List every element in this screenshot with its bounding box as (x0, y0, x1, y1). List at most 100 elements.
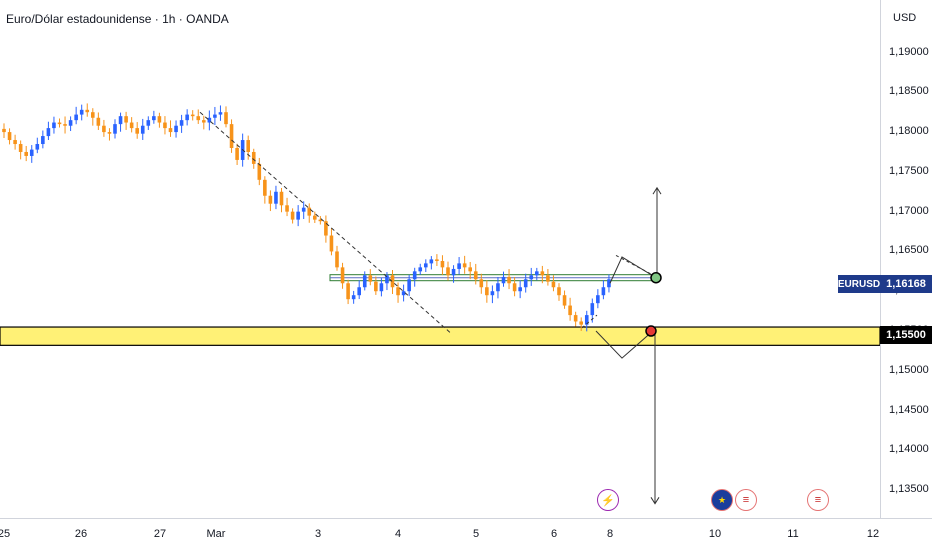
price-scale[interactable]: USD 1,19000 1,18500 1,18000 1,17500 1,17000 1… (880, 0, 932, 518)
symbol-label: EURUSD (838, 275, 880, 293)
time-tick: 27 (153, 528, 167, 540)
candle-body (68, 120, 73, 126)
candle-body (335, 251, 339, 268)
candle-body (551, 281, 556, 288)
level-price-label: 1,15500 (880, 326, 932, 344)
candle-body (46, 128, 51, 137)
chart-canvas[interactable] (0, 0, 880, 518)
candle-body (268, 195, 273, 204)
candle-body (385, 275, 389, 284)
candle-body (523, 279, 528, 288)
us-flag-icon[interactable]: ≡ (735, 489, 757, 511)
time-tick: 10 (708, 528, 722, 540)
candle-body (557, 287, 561, 296)
price-tick: 1,19000 (889, 45, 929, 58)
target-marker-up (650, 271, 662, 284)
time-tick: 6 (550, 528, 558, 540)
bull-projection (609, 256, 657, 284)
currency-label[interactable]: USD (893, 12, 917, 24)
bear-projection (595, 330, 652, 359)
candle-body (357, 287, 361, 296)
candle-body (263, 179, 267, 196)
time-scale[interactable]: 25 26 27 Mar 3 4 5 6 8 10 11 12 (0, 518, 932, 551)
candle-body (190, 114, 195, 117)
chart-area[interactable]: Euro/Dólar estadounidense · 1h · OANDA (0, 0, 880, 518)
candle-body (346, 283, 350, 300)
candle-body (79, 109, 84, 115)
candle-body (473, 271, 478, 280)
candle-body (535, 271, 539, 276)
time-tick: 12 (866, 528, 880, 540)
candle-body (102, 125, 106, 133)
candle-body (207, 117, 212, 123)
candle-body (368, 275, 373, 282)
price-tick: 1,16500 (889, 244, 929, 257)
candle-body (462, 263, 467, 268)
candle-body (140, 125, 145, 134)
price-tick: 1,17500 (889, 164, 929, 177)
candle-body (18, 144, 23, 152)
candle-body (562, 295, 567, 306)
candle-body (13, 140, 17, 145)
time-tick: 4 (394, 528, 402, 540)
candle-body (485, 287, 489, 296)
candle-body (401, 291, 406, 296)
time-tick: 3 (314, 528, 322, 540)
candle-body (196, 116, 201, 121)
candle-body (185, 114, 189, 121)
trend-line-short (581, 314, 598, 329)
flash-icon[interactable]: ⚡ (597, 489, 619, 511)
candle-body (224, 112, 228, 125)
candle-body (163, 122, 167, 129)
candle-body (468, 267, 472, 272)
candle-body (91, 112, 95, 118)
candle-body (435, 259, 439, 261)
candle-body (290, 211, 295, 220)
candle-body (390, 275, 395, 288)
candle-body (29, 149, 34, 156)
candle-body (85, 109, 90, 113)
candle-body (251, 151, 256, 164)
candle-body (285, 205, 289, 212)
us-flag-icon[interactable]: ≡ (807, 489, 829, 511)
candle-body (313, 215, 317, 220)
candle-body (35, 144, 40, 150)
time-tick: 5 (472, 528, 480, 540)
candle-body (118, 116, 123, 125)
candle-body (440, 260, 445, 268)
candle-body (351, 295, 356, 300)
candle-body (362, 275, 367, 288)
current-price-label: 1,16168 (880, 275, 932, 293)
trend-line-down (199, 111, 453, 335)
candle-body (174, 125, 178, 133)
candle-body (479, 279, 484, 288)
price-tick: 1,18500 (889, 85, 929, 98)
candle-body (307, 207, 312, 216)
candle-body (596, 295, 600, 304)
up-arrow-head (652, 186, 662, 195)
candle-body (424, 263, 428, 268)
candle-body (584, 315, 589, 325)
candle-body (546, 275, 550, 282)
candle-body (274, 191, 278, 204)
price-tick: 1,13500 (889, 483, 929, 496)
candle-body (96, 117, 101, 126)
candle-body (52, 122, 56, 129)
time-tick: Mar (206, 528, 226, 540)
eu-flag-icon[interactable]: ★ (711, 489, 733, 511)
candle-body (246, 140, 250, 152)
price-tick: 1,15000 (889, 363, 929, 376)
candle-body (24, 151, 28, 156)
down-arrow-head (650, 497, 660, 505)
candle-body (607, 279, 611, 288)
time-tick: 8 (606, 528, 614, 540)
candle-body (418, 267, 423, 272)
candle-body (257, 163, 262, 180)
candle-body (529, 275, 534, 280)
candle-body (379, 283, 384, 292)
candle-body (601, 287, 606, 296)
candle-body (135, 128, 139, 134)
candle-body (507, 276, 511, 284)
candle-body (429, 259, 434, 264)
candle-body (202, 120, 206, 123)
